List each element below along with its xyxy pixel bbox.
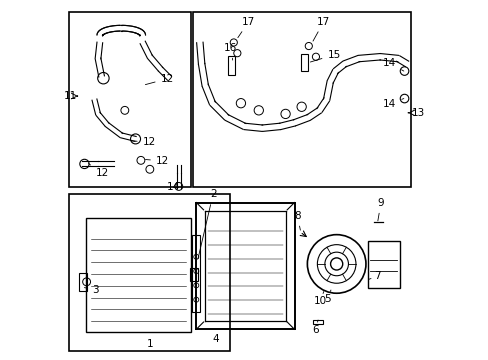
Text: 14: 14 — [167, 182, 180, 192]
Text: 6: 6 — [311, 320, 318, 335]
Text: 14: 14 — [382, 58, 403, 71]
Text: 12: 12 — [88, 163, 109, 178]
Text: 17: 17 — [312, 17, 330, 41]
Text: 2: 2 — [198, 189, 216, 259]
Bar — [79, 273, 87, 291]
Bar — [227, 56, 235, 75]
Text: 9: 9 — [377, 198, 384, 221]
Text: 12: 12 — [145, 156, 169, 166]
Bar — [313, 320, 323, 324]
Bar — [69, 12, 190, 187]
Text: 13: 13 — [411, 108, 424, 118]
Text: 7: 7 — [368, 271, 380, 281]
Text: 16: 16 — [224, 43, 237, 60]
Text: 11: 11 — [63, 91, 77, 101]
Text: 10: 10 — [313, 292, 326, 306]
Bar — [192, 12, 410, 187]
Text: 12: 12 — [145, 74, 173, 85]
Text: 8: 8 — [293, 211, 300, 230]
Bar — [69, 194, 230, 351]
Bar — [300, 54, 307, 71]
Text: 12: 12 — [131, 137, 156, 147]
Bar — [189, 267, 197, 281]
Text: 15: 15 — [310, 50, 340, 62]
Text: 5: 5 — [324, 290, 330, 304]
Bar — [367, 241, 399, 288]
Text: 1: 1 — [146, 339, 153, 348]
Text: 14: 14 — [382, 99, 403, 109]
Text: 3: 3 — [84, 284, 99, 294]
Bar — [192, 235, 200, 312]
Text: 17: 17 — [237, 17, 255, 38]
Bar — [85, 217, 190, 332]
Text: 4: 4 — [212, 334, 219, 344]
